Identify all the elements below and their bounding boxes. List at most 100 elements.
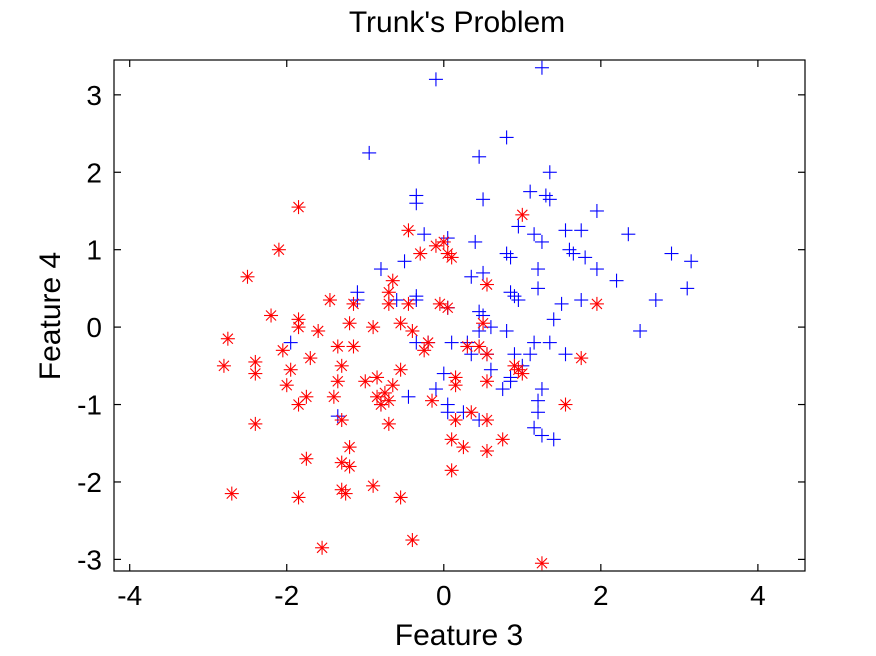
- plus-marker: [648, 293, 663, 308]
- asterisk-marker: [322, 293, 337, 308]
- plus-marker: [534, 428, 549, 443]
- x-tick-label: 4: [750, 580, 766, 611]
- asterisk-marker: [495, 432, 510, 447]
- asterisk-marker: [456, 440, 471, 455]
- plus-marker: [546, 432, 561, 447]
- asterisk-marker: [417, 343, 432, 358]
- plus-marker: [428, 72, 443, 87]
- asterisk-marker: [291, 490, 306, 505]
- asterisk-marker: [334, 455, 349, 470]
- plus-marker: [566, 246, 581, 261]
- plus-marker: [680, 281, 695, 296]
- plus-marker: [531, 262, 546, 277]
- asterisk-marker: [436, 234, 451, 249]
- asterisk-marker: [428, 238, 443, 253]
- asterisk-marker: [479, 443, 494, 458]
- plus-marker: [523, 184, 538, 199]
- plus-marker: [499, 130, 514, 145]
- asterisk-marker: [558, 397, 573, 412]
- plus-marker: [436, 366, 451, 381]
- asterisk-marker: [401, 296, 416, 311]
- asterisk-marker: [248, 354, 263, 369]
- y-tick-label: 3: [86, 80, 102, 111]
- asterisk-marker: [299, 451, 314, 466]
- plus-marker: [472, 323, 487, 338]
- asterisk-marker: [464, 405, 479, 420]
- plus-marker: [589, 262, 604, 277]
- plus-marker: [531, 281, 546, 296]
- plus-marker: [574, 223, 589, 238]
- asterisk-marker: [440, 246, 455, 261]
- asterisk-marker: [346, 296, 361, 311]
- asterisk-marker: [342, 440, 357, 455]
- asterisk-marker: [401, 223, 416, 238]
- plus-marker: [464, 347, 479, 362]
- asterisk-marker: [370, 389, 385, 404]
- asterisk-marker: [448, 378, 463, 393]
- y-tick-label: -3: [77, 544, 102, 575]
- asterisk-marker: [393, 490, 408, 505]
- plus-marker: [589, 203, 604, 218]
- asterisk-marker: [479, 374, 494, 389]
- plus-marker: [511, 219, 526, 234]
- asterisk-marker: [507, 358, 522, 373]
- asterisk-marker: [460, 339, 475, 354]
- plus-marker: [476, 265, 491, 280]
- plus-marker: [507, 289, 522, 304]
- asterisk-marker: [330, 339, 345, 354]
- asterisk-marker: [315, 540, 330, 555]
- asterisk-marker: [342, 459, 357, 474]
- plus-marker: [472, 149, 487, 164]
- plus-marker: [409, 293, 424, 308]
- plus-marker: [554, 296, 569, 311]
- plus-marker: [428, 382, 443, 397]
- plus-marker: [538, 188, 553, 203]
- asterisk-marker: [444, 463, 459, 478]
- plus-marker: [633, 323, 648, 338]
- plus-marker: [664, 246, 679, 261]
- plus-marker: [562, 242, 577, 257]
- asterisk-marker: [271, 242, 286, 257]
- plus-marker: [609, 273, 624, 288]
- plus-marker: [558, 223, 573, 238]
- asterisk-marker: [413, 246, 428, 261]
- asterisk-marker: [216, 358, 231, 373]
- x-tick-label: -4: [117, 580, 142, 611]
- asterisk-marker: [440, 300, 455, 315]
- x-axis-label: Feature 3: [395, 619, 523, 652]
- asterisk-marker: [370, 370, 385, 385]
- asterisk-marker: [303, 351, 318, 366]
- asterisk-marker: [275, 343, 290, 358]
- plus-marker: [397, 254, 412, 269]
- plus-marker: [503, 285, 518, 300]
- plus-marker: [483, 362, 498, 377]
- axis-ticks: -4 -2 0 2 4 -3 -2 -1 0 1 2 3: [77, 60, 805, 611]
- x-tick-label: 0: [436, 580, 452, 611]
- plus-marker: [417, 227, 432, 242]
- chart-title: Trunk's Problem: [349, 6, 565, 39]
- asterisk-marker: [405, 323, 420, 338]
- asterisk-marker: [366, 478, 381, 493]
- plus-marker: [464, 269, 479, 284]
- data-points: [216, 60, 699, 571]
- asterisk-marker: [358, 374, 373, 389]
- plus-marker: [542, 192, 557, 207]
- asterisk-marker: [448, 370, 463, 385]
- plus-marker: [472, 304, 487, 319]
- asterisk-marker: [346, 339, 361, 354]
- asterisk-marker: [291, 200, 306, 215]
- plus-marker: [362, 145, 377, 160]
- asterisk-marker: [479, 277, 494, 292]
- plus-marker: [350, 285, 365, 300]
- asterisk-marker: [248, 416, 263, 431]
- plus-marker: [542, 165, 557, 180]
- asterisk-marker: [279, 378, 294, 393]
- asterisk-marker: [283, 362, 298, 377]
- asterisk-marker: [326, 389, 341, 404]
- asterisk-marker: [220, 331, 235, 346]
- plus-marker: [499, 323, 514, 338]
- y-tick-label: 1: [86, 235, 102, 266]
- asterisk-marker: [338, 486, 353, 501]
- asterisk-marker: [476, 316, 491, 331]
